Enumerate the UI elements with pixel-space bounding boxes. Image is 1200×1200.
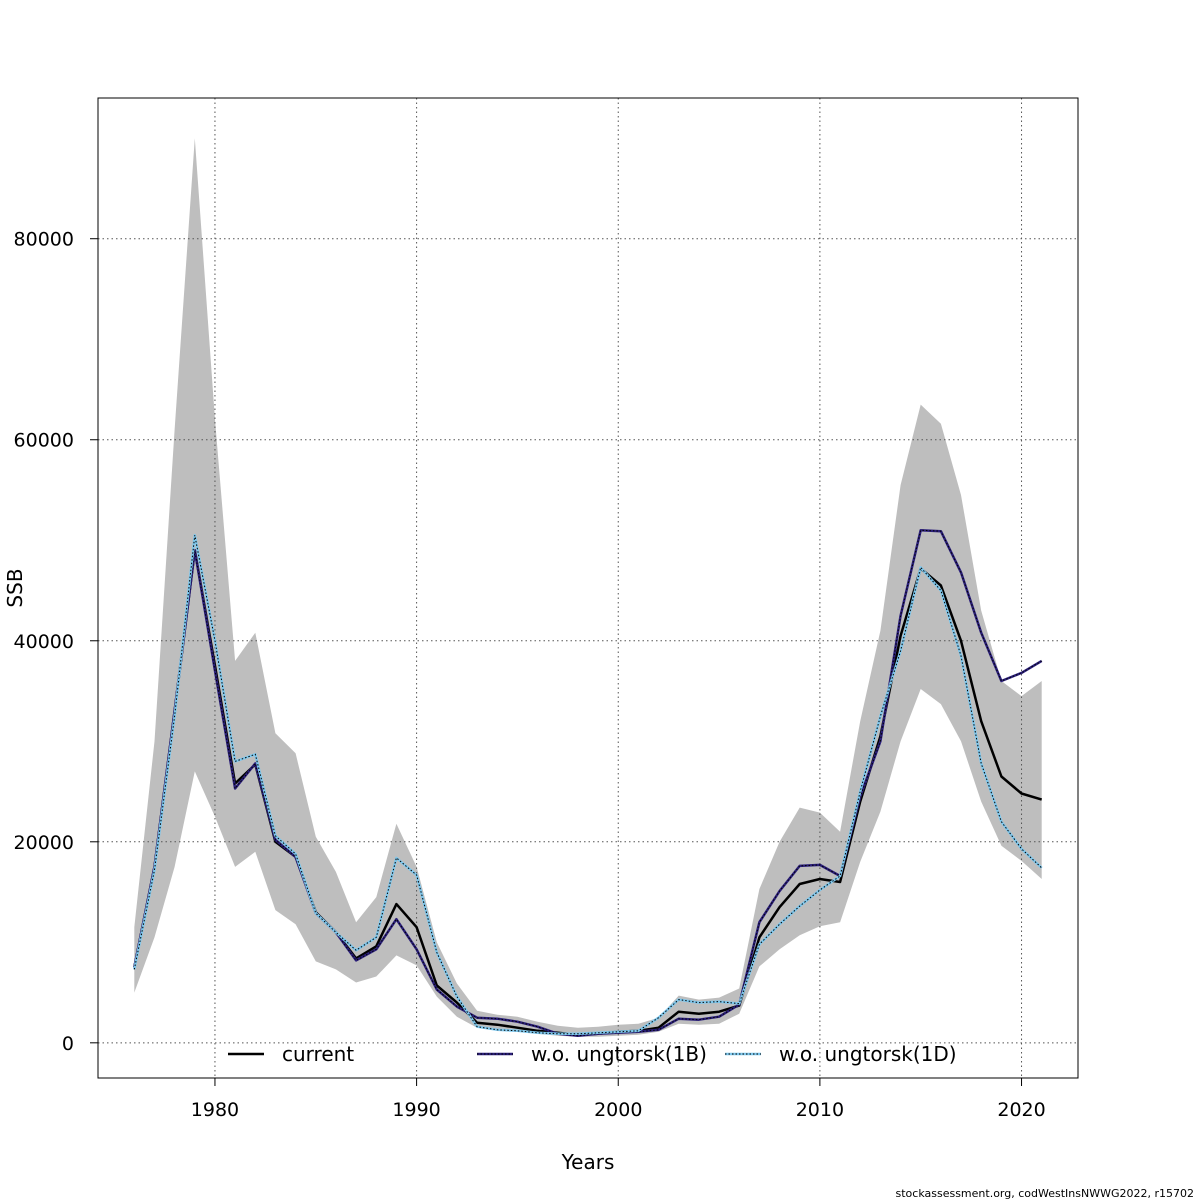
legend-label-1b: w.o. ungtorsk(1B): [531, 1042, 707, 1066]
legend-label-1d: w.o. ungtorsk(1D): [779, 1042, 957, 1066]
x-axis: 1980 1990 2000 2010 2020: [191, 1078, 1046, 1121]
y-axis: 0 20000 40000 60000 80000: [14, 229, 98, 1055]
y-tick-label-40000: 40000: [14, 631, 74, 653]
y-tick-label-20000: 20000: [14, 832, 74, 854]
x-tick-label-1980: 1980: [191, 1099, 239, 1121]
series-dots-1b: [133, 529, 1042, 1037]
legend: current w.o. ungtorsk(1B) w.o. ungtorsk(…: [228, 1042, 957, 1066]
x-tick-label-2020: 2020: [997, 1099, 1045, 1121]
y-tick-label-60000: 60000: [14, 430, 74, 452]
x-axis-title: Years: [561, 1150, 615, 1174]
legend-label-current: current: [282, 1042, 354, 1066]
y-axis-title: SSB: [3, 568, 27, 607]
x-tick-label-2010: 2010: [796, 1099, 844, 1121]
y-tick-label-0: 0: [62, 1033, 74, 1055]
x-tick-label-2000: 2000: [594, 1099, 642, 1121]
footer-source: stockassessment.org, codWestInsNWWG2022,…: [896, 1187, 1195, 1200]
y-tick-label-80000: 80000: [14, 229, 74, 251]
plot-area: [98, 98, 1078, 1078]
plot-frame: [97, 97, 1079, 1079]
confidence-band: [134, 138, 1042, 1037]
series-dots-1d: [133, 535, 1043, 1035]
x-tick-label-1990: 1990: [392, 1099, 440, 1121]
